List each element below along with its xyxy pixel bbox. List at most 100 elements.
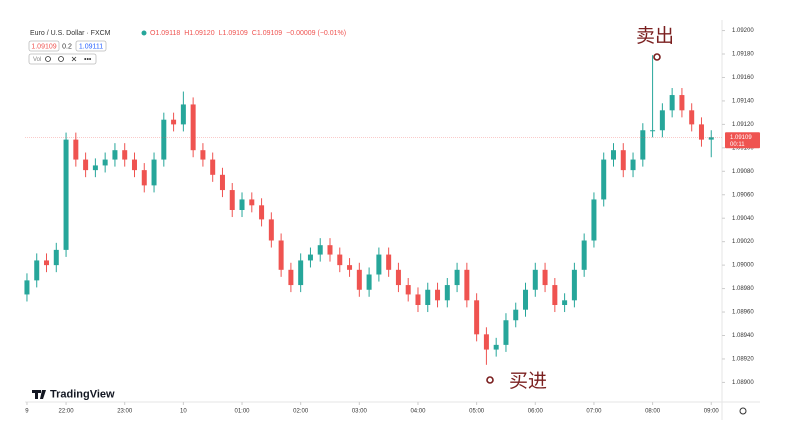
x-tick-label: 22:00 — [59, 409, 75, 415]
candle-body — [708, 137, 714, 140]
candle-body — [581, 240, 587, 270]
candle-body — [102, 159, 108, 166]
candle-body — [552, 285, 558, 305]
candle-body — [347, 265, 353, 270]
buy-button[interactable] — [75, 40, 107, 52]
candle-body — [63, 139, 69, 250]
candle-body — [571, 269, 577, 301]
y-tick-label: 1.09000 — [732, 263, 754, 269]
more-icon[interactable]: ••• — [84, 56, 92, 63]
candle-body — [659, 110, 665, 131]
candle-body — [620, 150, 626, 171]
y-tick-label: 1.08980 — [732, 286, 754, 292]
candle-body — [610, 150, 616, 160]
x-tick-label: 03:00 — [352, 409, 368, 415]
y-tick-label: 1.08940 — [732, 333, 754, 339]
eye-icon[interactable] — [45, 56, 51, 62]
y-tick-label: 1.09040 — [732, 216, 754, 222]
sell-button[interactable] — [28, 40, 60, 52]
candle-body — [34, 260, 40, 281]
ohlc-legend: O1.09118 H1.09120 L1.09109 C1.09109 −0.00009… — [150, 30, 346, 37]
candle-body — [523, 289, 529, 310]
candle-body — [141, 170, 147, 186]
volume-toolbar[interactable] — [28, 53, 97, 65]
candle-body — [122, 150, 128, 160]
y-tick-label: 1.09160 — [732, 75, 754, 81]
y-tick-label: 1.09140 — [732, 99, 754, 105]
legend-value: H1.09120 — [184, 30, 214, 37]
sell-price[interactable]: 1.09109 — [31, 43, 56, 50]
buy-annotation: 买进 — [509, 370, 547, 392]
candle-body — [483, 334, 489, 350]
candle-body — [337, 254, 343, 266]
close-icon[interactable] — [71, 56, 77, 62]
last-price-box — [725, 132, 760, 149]
candle-body — [298, 260, 304, 286]
candle-body — [112, 150, 118, 160]
candle-body — [464, 269, 470, 301]
candle-body — [278, 240, 284, 270]
candle-body — [249, 199, 255, 206]
candle-body — [513, 309, 519, 321]
candle-body — [376, 254, 382, 275]
y-tick-label: 1.09080 — [732, 169, 754, 175]
candle-body — [356, 269, 362, 290]
candle-body — [395, 269, 401, 286]
candle-body — [210, 159, 216, 175]
candle-body — [171, 119, 177, 125]
volume-label[interactable]: Vol — [33, 57, 41, 63]
candle-body — [542, 269, 548, 286]
countdown: 00:11 — [730, 142, 745, 148]
candle-body — [83, 159, 89, 171]
buy-marker — [486, 376, 494, 384]
x-tick-label: 01:00 — [235, 409, 251, 415]
candle-body — [591, 199, 597, 241]
candle-body — [601, 159, 607, 200]
y-tick-label: 1.09020 — [732, 239, 754, 245]
x-tick-label: 09:00 — [704, 409, 720, 415]
candle-body — [151, 159, 157, 186]
x-tick-label: 07:00 — [586, 409, 602, 415]
x-tick-label: 05:00 — [469, 409, 485, 415]
candle-body — [288, 269, 294, 286]
brand-name: TradingView — [50, 388, 115, 400]
candle-body — [650, 130, 656, 132]
candle-body — [229, 190, 235, 210]
candle-body — [386, 254, 392, 270]
candle-body — [44, 260, 50, 266]
x-tick-label: 23:00 — [117, 409, 133, 415]
candle-body — [669, 95, 675, 111]
candle-body — [435, 289, 441, 301]
sell-marker — [653, 53, 661, 61]
candle-body — [161, 119, 167, 160]
x-tick-label: 06:00 — [528, 409, 544, 415]
candle-body — [317, 245, 323, 255]
candle-body — [53, 249, 59, 266]
y-tick-label: 1.08960 — [732, 310, 754, 316]
spread: 0.2 — [62, 43, 72, 50]
settings-icon[interactable] — [58, 56, 64, 62]
candle-body — [503, 320, 509, 345]
candle-body — [239, 199, 245, 210]
axis-settings[interactable] — [739, 407, 747, 415]
candle-body — [405, 285, 411, 295]
candle-body — [425, 289, 431, 305]
candle-body — [474, 300, 480, 335]
candle-body — [698, 124, 704, 140]
candle-body — [444, 285, 450, 301]
candle-body — [24, 280, 30, 295]
legend-value: L1.09109 — [219, 30, 248, 37]
candle-body — [73, 139, 79, 160]
x-tick-label: 10 — [180, 409, 187, 415]
y-tick-label: 1.09120 — [732, 122, 754, 128]
buy-price[interactable]: 1.09111 — [79, 43, 103, 50]
last-price-label: 1.09109 — [730, 135, 752, 141]
candle-body — [219, 174, 225, 191]
brand-logo — [32, 390, 46, 399]
candle-body — [640, 130, 646, 160]
candle-body — [562, 300, 568, 305]
x-tick-label: 08:00 — [645, 409, 661, 415]
y-tick-label: 1.09180 — [732, 52, 754, 58]
candle-body — [493, 344, 499, 350]
